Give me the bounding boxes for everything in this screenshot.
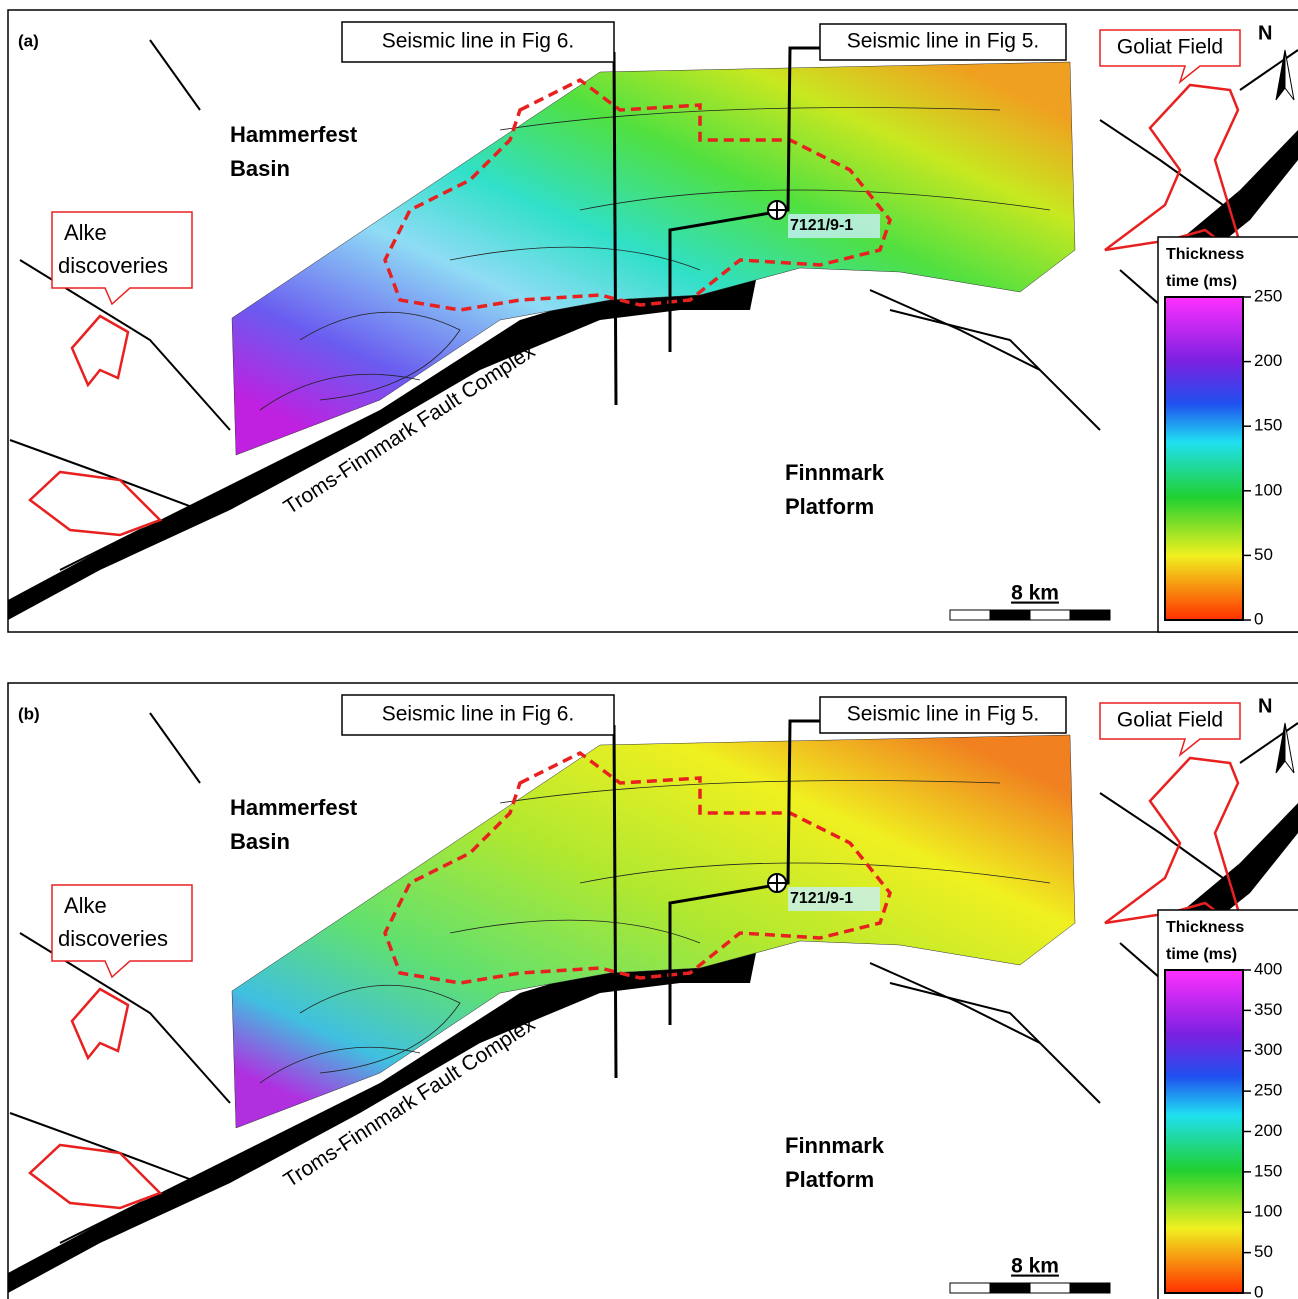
colorbar-tick-label: 150 xyxy=(1254,1161,1282,1180)
panel-label: (a) xyxy=(18,31,39,50)
colorbar-tick-label: 0 xyxy=(1254,609,1263,628)
scale-segment xyxy=(950,1283,990,1293)
colorbar-tick-label: 350 xyxy=(1254,1000,1282,1019)
seismic-line xyxy=(614,725,616,1078)
region-label: Platform xyxy=(785,494,874,519)
callout-text: Seismic line in Fig 6. xyxy=(382,30,575,53)
scale-segment xyxy=(1070,1283,1110,1293)
north-label: N xyxy=(1258,22,1272,44)
colorbar xyxy=(1165,970,1243,1293)
callout-text: Seismic line in Fig 5. xyxy=(847,703,1040,726)
region-label: Basin xyxy=(230,829,290,854)
colorbar-tick-label: 200 xyxy=(1254,1121,1282,1140)
callout-text: Goliat Field xyxy=(1117,36,1223,59)
well-label: 7121/9-1 xyxy=(790,217,853,234)
colorbar-tick-label: 400 xyxy=(1254,959,1282,978)
colorbar-tick-label: 200 xyxy=(1254,351,1282,370)
colorbar-tick-label: 50 xyxy=(1254,545,1273,564)
region-label: Hammerfest xyxy=(230,795,358,820)
colorbar-tick-label: 50 xyxy=(1254,1242,1273,1261)
scale-segment xyxy=(1030,1283,1070,1293)
colorbar-title: Thickness xyxy=(1166,919,1244,936)
callout-text: Alke xyxy=(64,220,107,245)
scale-segment xyxy=(990,610,1030,620)
panel: 7121/9-1 Seismic line in Fig 6. Seismic li… xyxy=(8,10,1298,632)
colorbar-tick-label: 250 xyxy=(1254,1081,1282,1100)
colorbar-tick-label: 0 xyxy=(1254,1282,1263,1299)
callout-text: discoveries xyxy=(58,253,168,278)
panel: 7121/9-1 Seismic line in Fig 6. Seismic li… xyxy=(8,683,1298,1299)
panel-label: (b) xyxy=(18,704,40,723)
scale-segment xyxy=(1030,610,1070,620)
colorbar-tick-label: 100 xyxy=(1254,480,1282,499)
callout-text: Seismic line in Fig 6. xyxy=(382,703,575,726)
callout-text: discoveries xyxy=(58,926,168,951)
colorbar-title: Thickness xyxy=(1166,246,1244,263)
region-label: Hammerfest xyxy=(230,122,358,147)
north-label: N xyxy=(1258,695,1272,717)
figure: 7121/9-1 Seismic line in Fig 6. Seismic li… xyxy=(0,0,1298,1299)
callout-text: Goliat Field xyxy=(1117,709,1223,732)
well-label: 7121/9-1 xyxy=(790,890,853,907)
region-label: Basin xyxy=(230,156,290,181)
colorbar-tick-label: 150 xyxy=(1254,416,1282,435)
scale-segment xyxy=(990,1283,1030,1293)
colorbar-tick-label: 100 xyxy=(1254,1202,1282,1221)
callout-text: Seismic line in Fig 5. xyxy=(847,30,1040,53)
callout-text: Alke xyxy=(64,893,107,918)
page: 7121/9-1 Seismic line in Fig 6. Seismic li… xyxy=(0,0,1298,1299)
colorbar-tick-label: 300 xyxy=(1254,1040,1282,1059)
colorbar-title: time (ms) xyxy=(1166,946,1237,963)
scale-label: 8 km xyxy=(1011,1255,1059,1278)
colorbar-title: time (ms) xyxy=(1166,273,1237,290)
scale-label: 8 km xyxy=(1011,582,1059,605)
scale-segment xyxy=(1070,610,1110,620)
region-label: Platform xyxy=(785,1167,874,1192)
colorbar-tick-label: 250 xyxy=(1254,286,1282,305)
region-label: Finnmark xyxy=(785,460,885,485)
seismic-line xyxy=(614,52,616,405)
region-label: Finnmark xyxy=(785,1133,885,1158)
scale-segment xyxy=(950,610,990,620)
colorbar xyxy=(1165,297,1243,620)
